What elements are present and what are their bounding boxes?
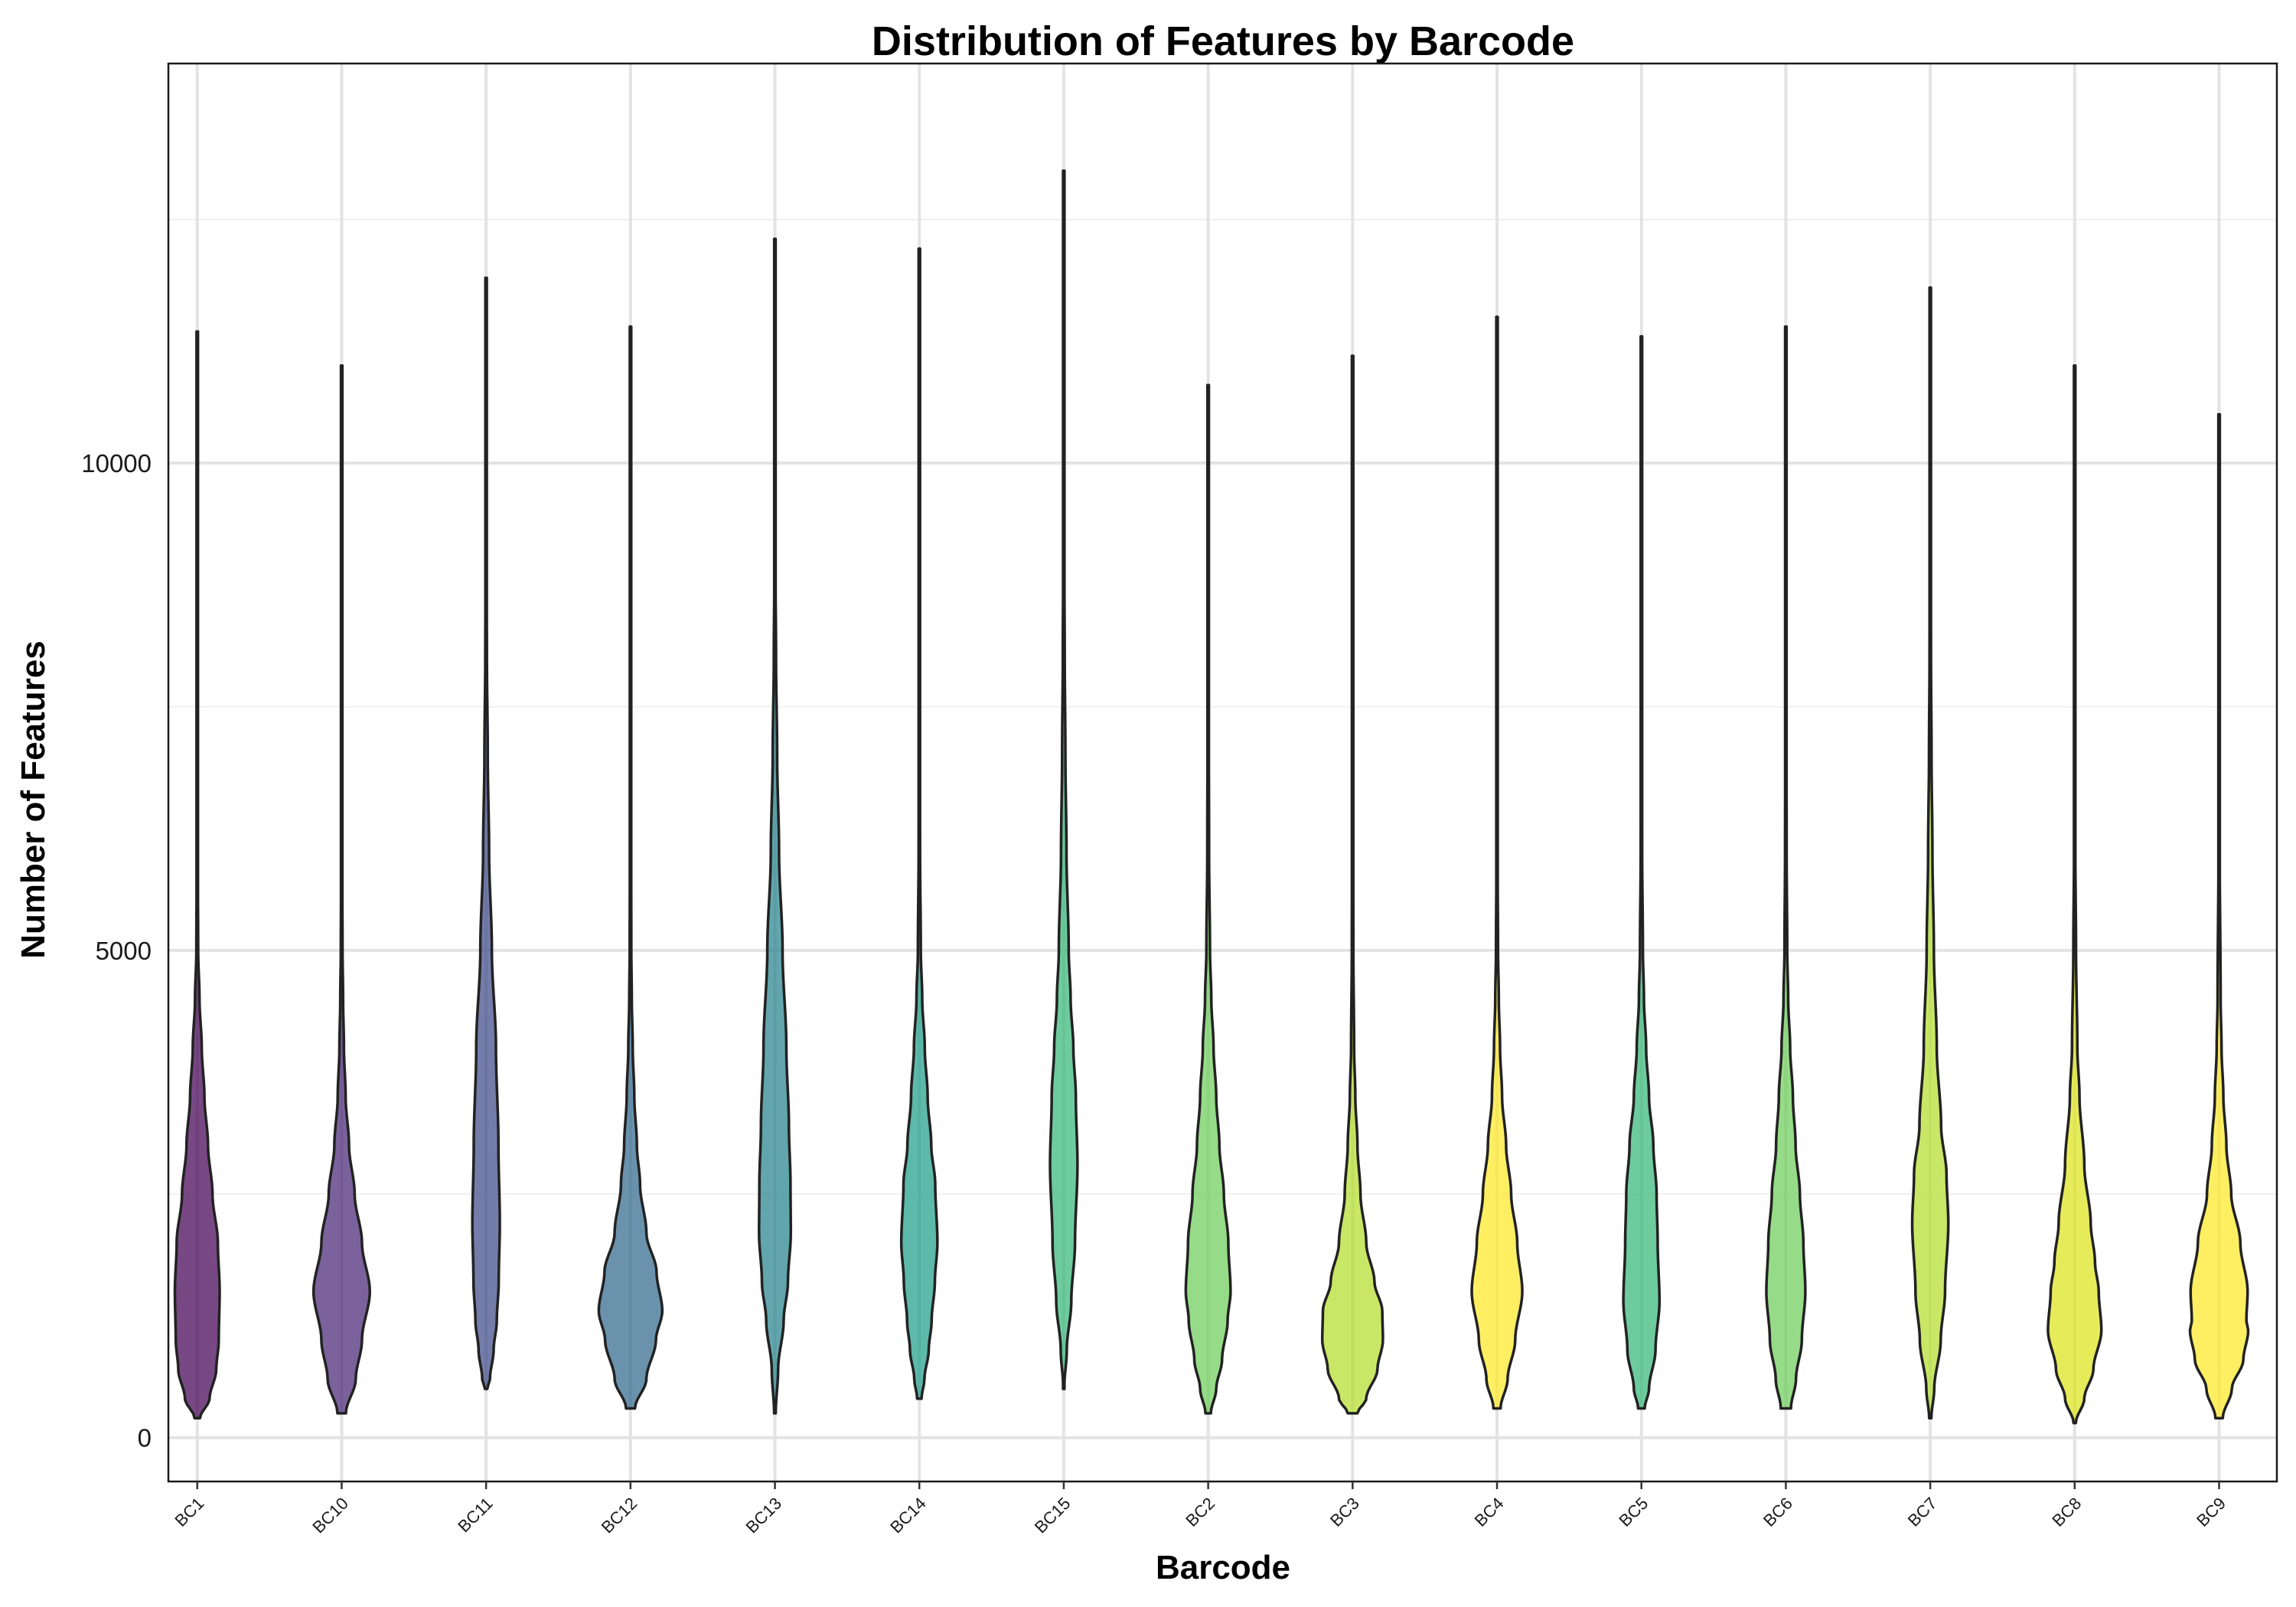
violin-bc9 [2188, 412, 2250, 1420]
y-tick-label: 5000 [96, 937, 152, 965]
y-tick-label: 0 [138, 1424, 152, 1452]
y-axis-title: Number of Features [15, 641, 52, 959]
violin-bc8 [2047, 364, 2103, 1425]
violin-bc11 [471, 276, 501, 1390]
violin-bc1 [173, 330, 221, 1420]
violin-bc7 [1910, 286, 1950, 1420]
violin-bc2 [1184, 383, 1232, 1415]
chart-title: Distribution of Features by Barcode [872, 18, 1574, 64]
violin-bc13 [758, 237, 793, 1415]
violin-bc14 [899, 247, 939, 1400]
violin-bc5 [1622, 334, 1662, 1410]
violin-layer [173, 169, 2250, 1425]
y-tick-label: 10000 [81, 449, 152, 478]
violin-bc10 [311, 364, 371, 1415]
violin-bc6 [1765, 325, 1807, 1410]
panel-border [167, 62, 2278, 1483]
x-axis-title: Barcode [1156, 1549, 1290, 1586]
violin-bc3 [1320, 354, 1384, 1415]
violin-bc4 [1470, 315, 1524, 1410]
violin-bc15 [1049, 169, 1079, 1390]
y-tick-labels: 0 5000 10000 [81, 449, 152, 1452]
violin-bc12 [597, 325, 664, 1410]
